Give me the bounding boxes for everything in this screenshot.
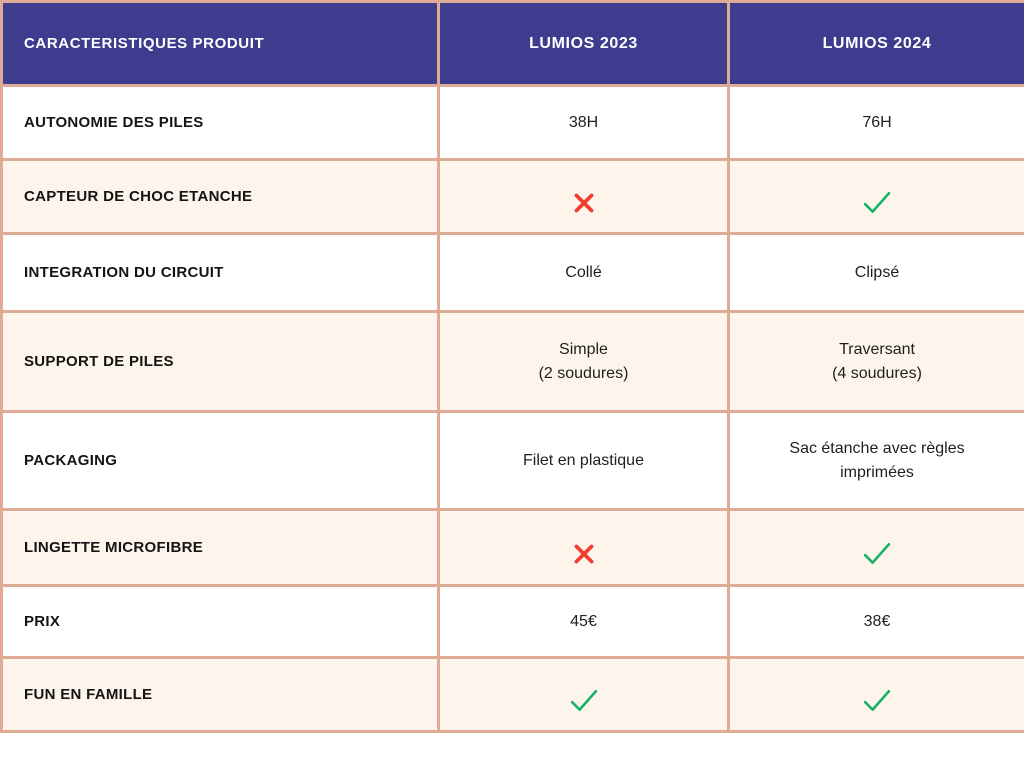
- value-2023: [437, 158, 730, 235]
- cross-icon: [571, 541, 597, 567]
- value-2024: [727, 656, 1024, 733]
- value-2024: 76H: [727, 84, 1024, 161]
- header-features: CARACTERISTIQUES PRODUIT: [0, 0, 440, 87]
- value-2024: [727, 158, 1024, 235]
- value-2024: Traversant (4 soudures): [727, 310, 1024, 413]
- row-label: INTEGRATION DU CIRCUIT: [0, 232, 440, 313]
- table-row-support: SUPPORT DE PILES Simple (2 soudures) Tra…: [0, 310, 1024, 413]
- table-row-fun: FUN EN FAMILLE: [0, 656, 1024, 733]
- value-2023: 38H: [437, 84, 730, 161]
- table-row-packaging: PACKAGING Filet en plastique Sac étanche…: [0, 410, 1024, 511]
- value-2024: [727, 508, 1024, 587]
- check-icon: [861, 190, 893, 216]
- row-label: AUTONOMIE DES PILES: [0, 84, 440, 161]
- value-2024: 38€: [727, 584, 1024, 659]
- header-lumios-2024: LUMIOS 2024: [727, 0, 1024, 87]
- value-2024: Clipsé: [727, 232, 1024, 313]
- table-row-integration: INTEGRATION DU CIRCUIT Collé Clipsé: [0, 232, 1024, 313]
- value-2023: 45€: [437, 584, 730, 659]
- row-label: LINGETTE MICROFIBRE: [0, 508, 440, 587]
- table-row-lingette: LINGETTE MICROFIBRE: [0, 508, 1024, 587]
- comparison-table: CARACTERISTIQUES PRODUIT LUMIOS 2023 LUM…: [0, 0, 1024, 733]
- row-label: PACKAGING: [0, 410, 440, 511]
- row-label: CAPTEUR DE CHOC ETANCHE: [0, 158, 440, 235]
- table-row-autonomie: AUTONOMIE DES PILES 38H 76H: [0, 84, 1024, 161]
- row-label: PRIX: [0, 584, 440, 659]
- value-2023: [437, 656, 730, 733]
- header-row: CARACTERISTIQUES PRODUIT LUMIOS 2023 LUM…: [0, 0, 1024, 87]
- header-lumios-2023: LUMIOS 2023: [437, 0, 730, 87]
- value-2024: Sac étanche avec règles imprimées: [727, 410, 1024, 511]
- value-2023: Collé: [437, 232, 730, 313]
- table-row-capteur: CAPTEUR DE CHOC ETANCHE: [0, 158, 1024, 235]
- check-icon: [568, 688, 600, 714]
- table-row-prix: PRIX 45€ 38€: [0, 584, 1024, 659]
- cross-icon: [571, 190, 597, 216]
- row-label: FUN EN FAMILLE: [0, 656, 440, 733]
- check-icon: [861, 541, 893, 567]
- check-icon: [861, 688, 893, 714]
- value-2023: [437, 508, 730, 587]
- value-2023: Simple (2 soudures): [437, 310, 730, 413]
- row-label: SUPPORT DE PILES: [0, 310, 440, 413]
- value-2023: Filet en plastique: [437, 410, 730, 511]
